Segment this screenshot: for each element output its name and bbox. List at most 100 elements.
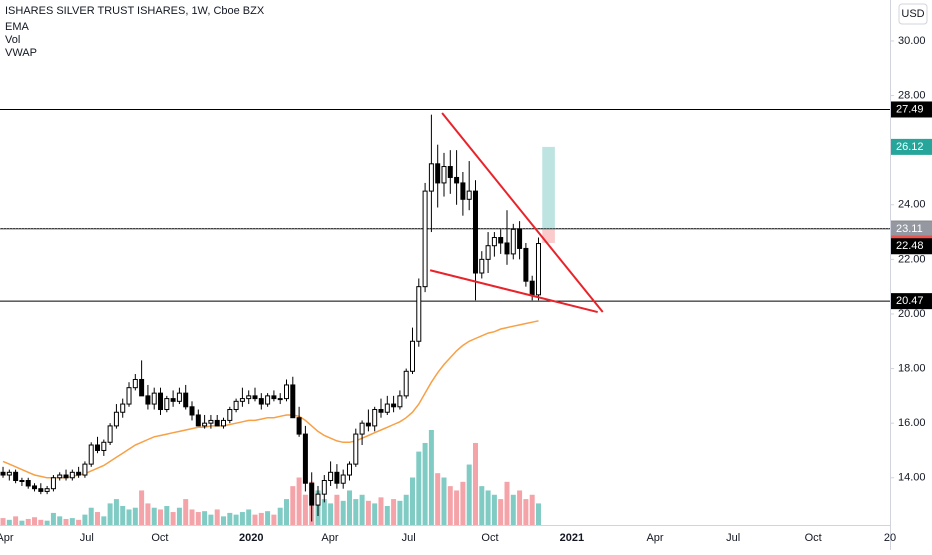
volume-bar [25, 518, 31, 525]
volume-bar [38, 519, 44, 525]
volume-bar [189, 509, 195, 525]
x-tick-label: Apr [646, 532, 663, 544]
volume-bar [101, 516, 107, 525]
candle-body [384, 403, 390, 413]
volume-bar [265, 511, 271, 525]
candle-body [95, 444, 101, 451]
volume-bar [397, 500, 403, 525]
candle-body [403, 370, 409, 397]
volume-bar [391, 499, 397, 525]
candle-body [126, 387, 132, 405]
volume-bar [44, 520, 50, 525]
volume-bar [132, 507, 138, 525]
volume-bar [328, 503, 334, 525]
volume-bar [57, 516, 63, 525]
x-tick-label: 20 [884, 532, 896, 544]
volume-bar [158, 509, 164, 525]
volume-bar [164, 506, 170, 525]
volume-bar [372, 503, 378, 525]
candle-body [265, 395, 271, 405]
candle-body [491, 237, 497, 247]
candle-body [409, 340, 415, 372]
candle-body [82, 463, 88, 476]
volume-bar [195, 512, 201, 525]
x-tick-label: Jul [402, 532, 416, 544]
price-label: 22.48 [896, 240, 924, 252]
candle-body [466, 190, 472, 200]
currency-button[interactable] [898, 3, 928, 25]
candle-body [472, 190, 478, 274]
candle-body [441, 166, 447, 184]
volume-bar [19, 520, 25, 525]
plot [0, 108, 890, 525]
volume-bar [88, 507, 94, 525]
currency[interactable]: USD [901, 8, 924, 20]
x-tick-label: Oct [481, 532, 498, 544]
volume-bar [252, 514, 258, 525]
volume-bar [208, 514, 214, 525]
volume-bar [535, 503, 541, 525]
volume-bar [384, 506, 390, 525]
trendline [429, 269, 598, 314]
trendline [441, 112, 604, 313]
volume-bar [221, 516, 227, 525]
candle-body [120, 403, 126, 413]
candle-body [221, 419, 227, 427]
volume-bar [353, 499, 359, 525]
volume-bar [13, 516, 19, 525]
candle-body [13, 471, 19, 481]
volume-bar [233, 514, 239, 525]
candle-body [63, 474, 69, 479]
volume-bar [529, 494, 535, 525]
candle-body [334, 471, 340, 484]
candle-body [246, 395, 252, 400]
x-tick-label: Apr [0, 532, 14, 544]
candle-body [498, 237, 504, 244]
volume-bar [69, 518, 75, 525]
candle-body [57, 474, 63, 479]
volume-bar [441, 477, 447, 525]
candle-body [309, 482, 315, 506]
candle-body [6, 471, 12, 476]
x-tick-label: Jul [80, 532, 94, 544]
chart-title: ISHARES SILVER TRUST ISHARES, 1W, Cboe B… [5, 5, 265, 17]
volume-bar [365, 500, 371, 525]
volume-bar [454, 490, 460, 525]
volume-bar [214, 509, 220, 525]
volume-bar [479, 486, 485, 525]
price-label-box [891, 138, 932, 155]
volume-bar [321, 499, 327, 525]
candle-body [353, 433, 359, 465]
candle-body [258, 398, 264, 405]
volume-bar [359, 494, 365, 525]
candle-body [346, 463, 352, 476]
candle-body [214, 419, 220, 427]
volume-bar [460, 481, 466, 525]
volume-bar [271, 514, 277, 525]
candle-body [208, 419, 214, 424]
volume-bar [466, 464, 472, 525]
x-tick-label: Apr [321, 532, 338, 544]
volume-bar [296, 477, 302, 525]
candle-body [485, 245, 491, 260]
target-stop [542, 228, 555, 243]
price-label-box [891, 221, 932, 238]
candle-body [378, 409, 384, 413]
price-label: 26.12 [896, 141, 924, 153]
candle-body [32, 485, 38, 490]
volume-bar [504, 481, 510, 525]
volume-bar [409, 477, 415, 525]
candle-body [517, 228, 523, 249]
volume-bar [32, 517, 38, 525]
y-tick-label: 14.00 [898, 472, 926, 484]
candle-body [504, 242, 510, 255]
target-profit [542, 146, 555, 229]
candle-body [239, 398, 245, 402]
volume-bar [517, 490, 523, 525]
volume-bar [403, 494, 409, 525]
volume-bar [340, 500, 346, 525]
candle-body [69, 471, 75, 479]
candle-body [391, 403, 397, 408]
volume-bar [227, 512, 233, 525]
